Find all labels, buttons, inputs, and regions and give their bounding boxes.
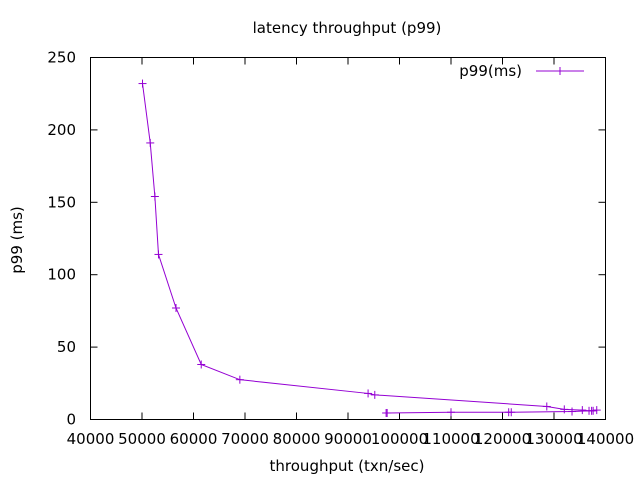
x-tick-label: 110000	[422, 430, 479, 448]
x-tick-label: 90000	[324, 430, 372, 448]
x-tick-label: 140000	[577, 430, 634, 448]
y-tick-label: 150	[47, 193, 76, 211]
chart-title: latency throughput (p99)	[253, 19, 442, 37]
data-point	[150, 192, 159, 201]
data-point	[542, 402, 551, 411]
data-point	[504, 408, 513, 417]
y-axis-label: p99 (ms)	[8, 206, 26, 274]
data-point	[587, 406, 596, 415]
data-point	[138, 79, 147, 88]
y-tick-label: 100	[47, 266, 76, 284]
y-tick-label: 250	[47, 49, 76, 67]
y-tick-label: 0	[66, 411, 76, 429]
data-point	[592, 406, 601, 415]
data-point	[197, 360, 206, 369]
data-point	[382, 408, 391, 417]
x-tick-label: 70000	[221, 430, 269, 448]
data-point	[578, 406, 587, 415]
x-tick-label: 100000	[371, 430, 428, 448]
data-point	[154, 250, 163, 259]
x-tick-label: 50000	[118, 430, 166, 448]
series-line-p99	[142, 83, 597, 414]
data-point	[364, 389, 373, 398]
x-tick-label: 120000	[474, 430, 531, 448]
data-point	[235, 375, 244, 384]
series-layer	[138, 79, 601, 417]
y-tick-label: 200	[47, 121, 76, 139]
data-point	[146, 138, 155, 147]
x-tick-label: 80000	[273, 430, 321, 448]
x-axis: 40000 50000 60000 70000 80000 90000 1000001100…	[67, 57, 634, 448]
x-tick-label: 60000	[170, 430, 218, 448]
data-point	[560, 405, 569, 414]
legend: p99(ms)	[459, 62, 584, 80]
y-axis: 0 50 100 150 200 250	[47, 49, 606, 429]
legend-label-p99: p99(ms)	[459, 62, 522, 80]
data-point	[370, 390, 379, 399]
legend-marker	[556, 67, 564, 75]
x-axis-label: throughput (txn/sec)	[270, 457, 425, 475]
data-point	[447, 408, 455, 417]
data-point	[568, 407, 577, 416]
y-tick-label: 50	[57, 338, 76, 356]
x-tick-label: 130000	[525, 430, 582, 448]
plot-area-border	[90, 57, 606, 420]
data-point	[171, 304, 180, 313]
x-tick-label: 40000	[67, 430, 115, 448]
